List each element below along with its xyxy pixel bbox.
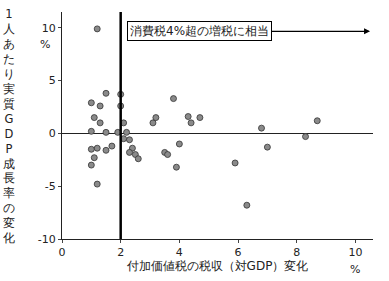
svg-text:5: 5 <box>49 74 56 87</box>
svg-text:-10: -10 <box>38 233 56 246</box>
svg-text:%: % <box>40 38 50 51</box>
svg-text:2: 2 <box>117 246 124 259</box>
svg-text:付加価値税の税収（対GDP）変化: 付加価値税の税収（対GDP）変化 <box>126 259 309 273</box>
svg-text:4: 4 <box>176 246 183 259</box>
svg-text:-5: -5 <box>45 180 56 193</box>
svg-text:10: 10 <box>348 246 362 259</box>
svg-text:6: 6 <box>235 246 242 259</box>
svg-text:10: 10 <box>42 22 56 35</box>
svg-text:8: 8 <box>293 246 300 259</box>
svg-text:%: % <box>350 263 360 276</box>
svg-text:消費税4%超の増税に相当: 消費税4%超の増税に相当 <box>130 24 269 38</box>
svg-text:0: 0 <box>49 127 56 140</box>
svg-text:1人あたり実質GDP成長率の変化: 1人あたり実質GDP成長率の変化 <box>3 7 15 245</box>
svg-text:0: 0 <box>59 246 66 259</box>
